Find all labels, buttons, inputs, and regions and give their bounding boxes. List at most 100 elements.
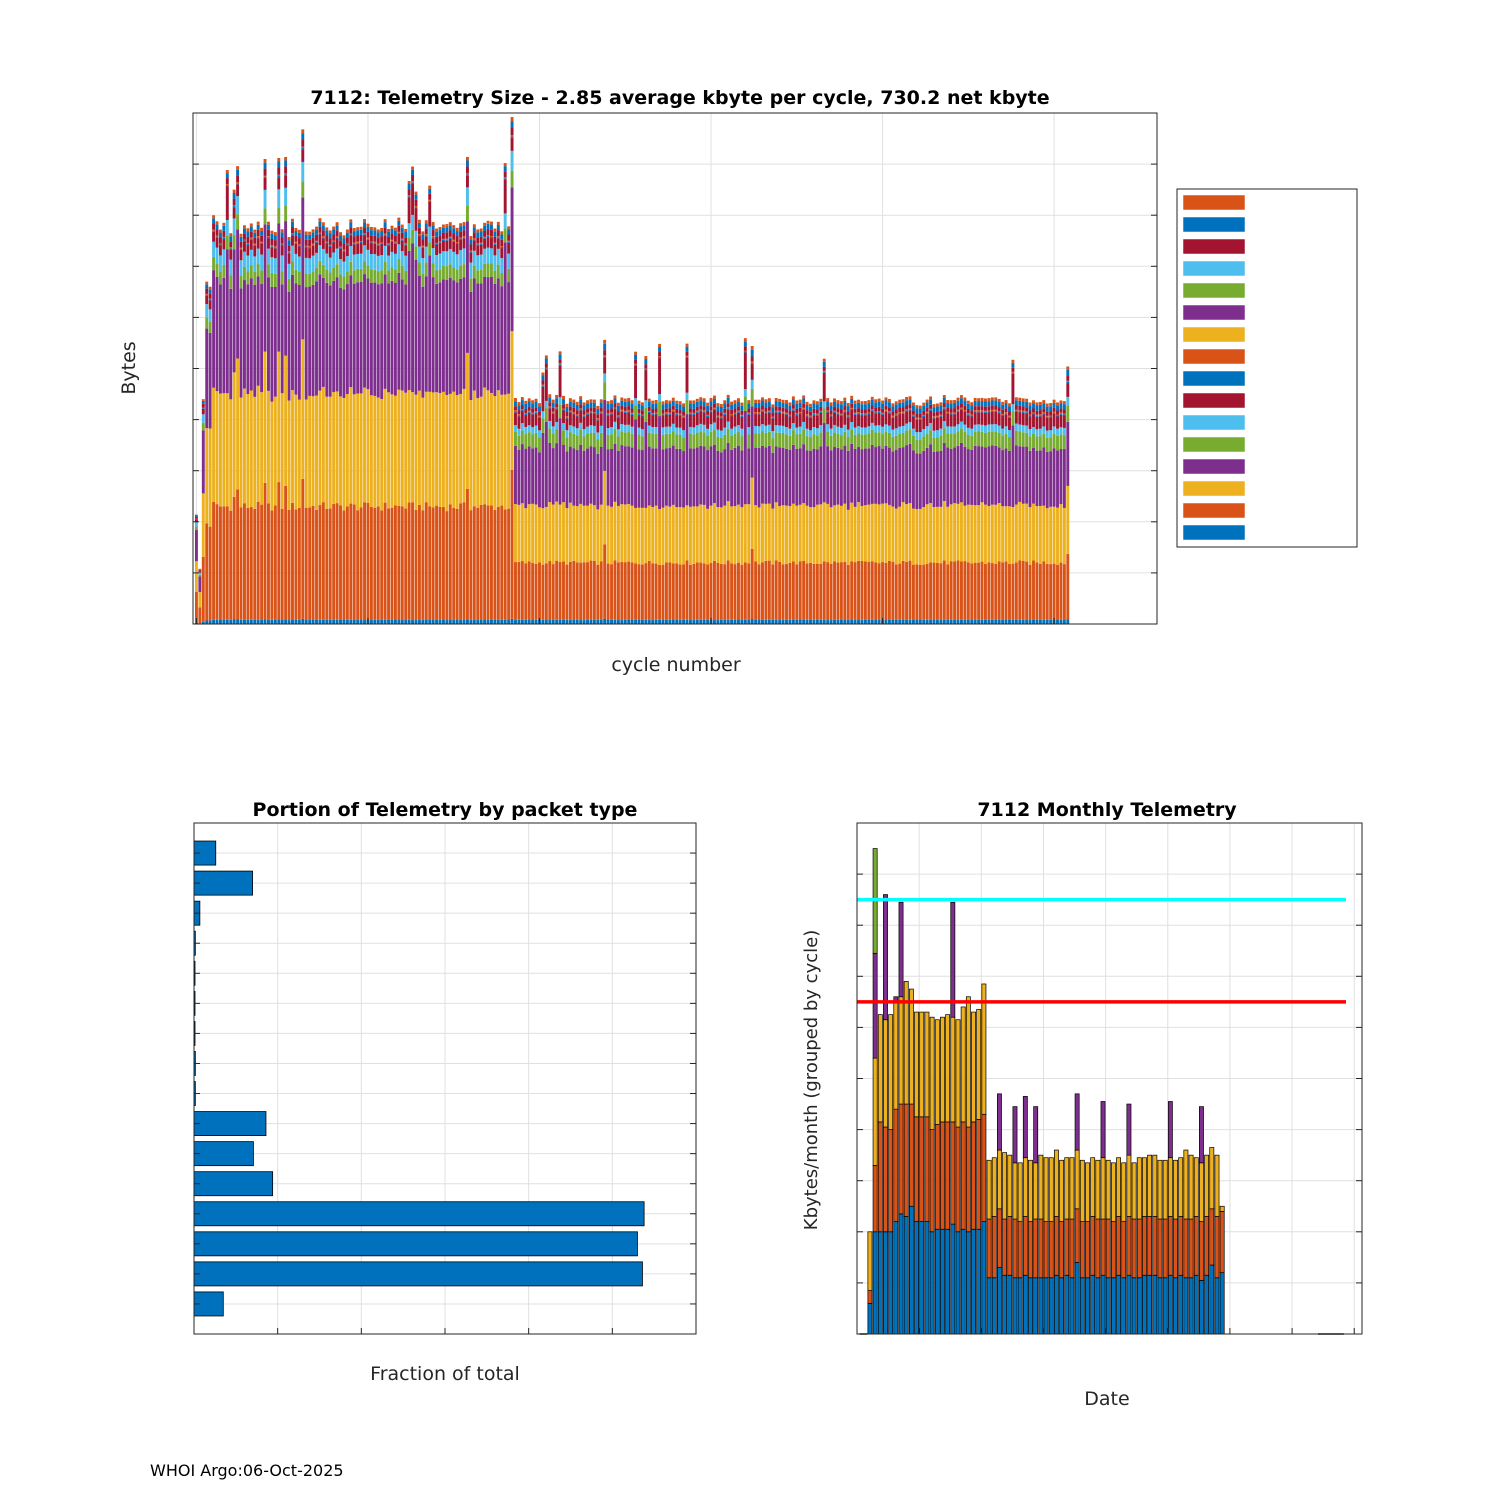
bar-segment-engineering xyxy=(270,233,274,239)
bar-segment-p-profile xyxy=(1062,564,1066,621)
bar-segment-parameters xyxy=(490,229,493,236)
bar-segment-descent xyxy=(898,433,902,448)
bar-segment-p-profile xyxy=(658,564,662,620)
bar-segment-drift-times xyxy=(551,412,555,414)
bar-segment-s-profile xyxy=(383,274,387,389)
month-bar-gps xyxy=(883,1231,888,1335)
month-bar-p-profile xyxy=(914,1116,919,1222)
bar-segment-engineering xyxy=(575,404,579,411)
bar-segment-p-profile xyxy=(846,564,850,620)
bar-segment-s-profile xyxy=(627,446,631,504)
bar-segment-gps xyxy=(678,619,682,624)
bar-segment-engineering xyxy=(328,233,332,239)
bar-segment-p-profile xyxy=(342,510,346,621)
bar-segment-ascent xyxy=(675,427,679,435)
bar-segment-s-profile xyxy=(610,448,613,507)
bar-segment-ascent xyxy=(658,394,662,402)
bar-segment-parameters xyxy=(270,238,274,246)
month-bar-gps xyxy=(1095,1277,1101,1335)
bar-segment-engineering xyxy=(956,400,960,406)
bar-segment-descent xyxy=(527,432,531,447)
bar-segment-t-profile xyxy=(222,393,226,507)
bar-segment-mission xyxy=(740,402,744,406)
bar-segment-pump xyxy=(651,415,655,428)
bar-segment-ascent xyxy=(833,424,836,433)
bar-segment-t-profile xyxy=(877,504,881,564)
bar-segment-p-profile xyxy=(630,562,634,621)
bar-segment-drift-times xyxy=(867,413,871,415)
bar-segment-surface xyxy=(465,173,469,175)
bar-segment-ascent xyxy=(929,423,933,431)
bar-segment-p-profile xyxy=(1011,563,1015,620)
bar-segment-mission xyxy=(229,233,233,237)
bar-segment-ascent xyxy=(562,423,565,431)
bar-segment-surface xyxy=(846,415,850,417)
bar-segment-ascent xyxy=(232,218,236,235)
bar-segment-p-profile xyxy=(589,560,593,620)
bar-segment-drift-times xyxy=(695,411,699,413)
bar-segment-parameters xyxy=(1049,411,1053,416)
bar-segment-parameters xyxy=(723,408,727,413)
bar-segment-pump xyxy=(774,412,778,426)
bar-segment-gps xyxy=(1008,619,1011,624)
bar-segment-parameters xyxy=(661,409,665,414)
bar-segment-t-profile xyxy=(369,395,373,507)
bar-segment-drift-times xyxy=(592,412,596,415)
bar-segment-pump xyxy=(534,413,538,426)
bar-segment-t-profile xyxy=(630,505,634,563)
bar-segment-descent xyxy=(236,214,240,230)
bar-segment-ascent xyxy=(328,257,332,273)
bar-segment-p-profile xyxy=(472,506,476,620)
bar-segment-gps xyxy=(568,619,572,624)
bar-segment-surface xyxy=(414,206,418,208)
bar-segment-gps xyxy=(932,620,936,624)
bar-segment-parameters xyxy=(380,236,384,243)
bar-segment-descent xyxy=(682,437,686,452)
bar-segment-ascent xyxy=(335,248,339,265)
bar-segment-drift-times xyxy=(688,413,692,415)
bar-segment-descent xyxy=(404,270,408,285)
bar-segment-p-profile xyxy=(445,511,449,621)
bar-segment-gps xyxy=(490,619,493,624)
bar-segment-t-profile xyxy=(417,390,421,505)
month-bar-p-profile xyxy=(903,1103,909,1217)
bar-segment-pump xyxy=(798,414,802,427)
bar-segment-surface xyxy=(706,414,710,416)
bar-segment-mission xyxy=(939,402,943,406)
bar-segment-engineering xyxy=(383,222,387,228)
bar-segment-gps xyxy=(387,619,391,624)
bar-segment-mission xyxy=(500,231,504,235)
bar-segment-pump xyxy=(699,411,703,424)
bar-segment-s-profile xyxy=(891,451,895,507)
bar-segment-gps xyxy=(839,619,843,624)
month-bar-gps xyxy=(1204,1274,1210,1335)
bar-segment-parameters xyxy=(514,406,517,411)
bar-segment-t-profile xyxy=(946,506,950,565)
bar-segment-descent xyxy=(867,433,871,449)
bar-segment-gps xyxy=(411,620,415,624)
bar-segment-mission xyxy=(1021,398,1025,402)
bar-segment-mission xyxy=(987,398,991,402)
bar-segment-ascent xyxy=(922,429,926,437)
bar-segment-p-profile xyxy=(987,562,991,620)
bar-segment-p-profile xyxy=(582,562,586,621)
bar-segment-t-profile xyxy=(675,507,679,564)
bar-segment-p-profile xyxy=(853,562,857,620)
bar-segment-descent xyxy=(376,271,380,285)
bar-segment-drift-times xyxy=(795,414,799,416)
bar-segment-gps xyxy=(1045,619,1049,624)
bar-segment-drift-times xyxy=(369,242,373,244)
bar-segment-p-profile xyxy=(229,510,233,620)
telemetry-size-legend xyxy=(1176,188,1358,548)
bar-segment-ascent xyxy=(1014,423,1018,431)
bar-segment-engineering xyxy=(503,166,507,172)
bar-segment-surface xyxy=(630,412,634,414)
bar-segment-drift-times xyxy=(644,369,648,371)
bar-segment-gps xyxy=(520,619,524,624)
bar-segment-engineering xyxy=(194,515,198,517)
bar-segment-mission xyxy=(953,400,957,404)
bar-segment-ascent xyxy=(514,425,517,432)
bar-segment-descent xyxy=(277,207,281,224)
bar-segment-engineering xyxy=(315,229,318,235)
bar-segment-t-profile xyxy=(730,506,734,564)
